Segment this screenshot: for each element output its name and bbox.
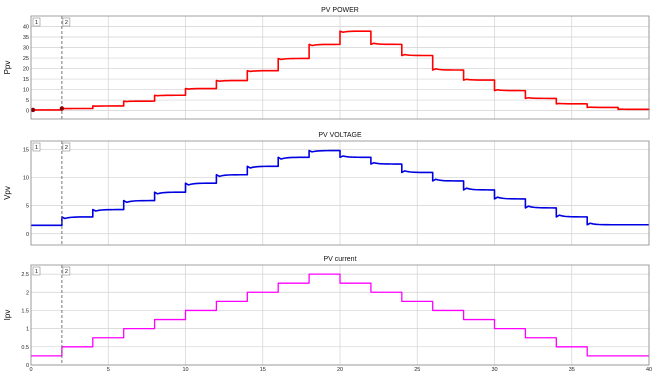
cursor-label-box[interactable] bbox=[32, 17, 41, 27]
y-tick-label: 20 bbox=[23, 67, 29, 73]
plot-frame bbox=[30, 140, 650, 246]
x-tick-label: 10 bbox=[182, 367, 188, 373]
x-tick-label: 5 bbox=[107, 367, 110, 373]
x-tick-label: 30 bbox=[491, 367, 497, 373]
x-tick-label: 20 bbox=[337, 367, 343, 373]
plot-frame bbox=[30, 15, 650, 120]
y-tick-label: 15 bbox=[23, 77, 29, 83]
y-tick-label: 15 bbox=[23, 147, 29, 153]
y-axis-label: Ipv bbox=[3, 310, 12, 321]
y-axis-label: Ppv bbox=[3, 61, 12, 75]
y-tick-label: 0.5 bbox=[21, 345, 29, 351]
cursor-marker[interactable] bbox=[30, 107, 36, 113]
y-tick-label: 35 bbox=[23, 35, 29, 41]
y-tick-label: 5 bbox=[26, 98, 29, 104]
y-tick-label: 10 bbox=[23, 88, 29, 94]
series-line bbox=[31, 30, 650, 111]
y-tick-label: 2 bbox=[26, 290, 29, 296]
y-tick-label: 1 bbox=[26, 327, 29, 333]
panel-title: PV current bbox=[323, 256, 356, 263]
panel-title: PV VOLTAGE bbox=[318, 132, 362, 139]
series-line bbox=[31, 149, 649, 227]
x-tick-label: 15 bbox=[260, 367, 266, 373]
cursor-marker[interactable] bbox=[59, 106, 65, 111]
panel-2: 1 2 0 5 10 15 PV VOLTAGE Vpv bbox=[3, 132, 650, 246]
cursor-label-1[interactable]: 1 bbox=[35, 145, 38, 151]
y-tick-label: 1.5 bbox=[21, 308, 29, 314]
cursor-label-2[interactable]: 2 bbox=[65, 145, 68, 151]
cursor-label-2[interactable]: 2 bbox=[65, 269, 68, 275]
y-tick-label: 0 bbox=[26, 232, 29, 238]
cursor-label-box[interactable] bbox=[62, 17, 71, 27]
cursor-label-box[interactable] bbox=[32, 142, 41, 152]
x-tick-label: 40 bbox=[646, 367, 652, 373]
y-tick-label: 10 bbox=[23, 176, 29, 182]
plot-frame bbox=[30, 264, 650, 366]
panel-title: PV POWER bbox=[321, 7, 359, 14]
cursor-label-box[interactable] bbox=[62, 266, 71, 276]
y-tick-label: 30 bbox=[23, 46, 29, 52]
cursor-label-box[interactable] bbox=[32, 266, 41, 276]
cursor-label-1[interactable]: 1 bbox=[35, 20, 38, 26]
cursor-label-1[interactable]: 1 bbox=[35, 269, 38, 275]
cursor-label-2[interactable]: 2 bbox=[65, 20, 68, 26]
series-line bbox=[31, 273, 649, 357]
cursor-label-box[interactable] bbox=[62, 142, 71, 152]
panel-3: 1 2 0 0.5 1 1.5 2 2.5 PV current Ipv bbox=[3, 256, 650, 369]
x-tick-label: 35 bbox=[569, 367, 575, 373]
x-tick-label: 0 bbox=[29, 367, 32, 373]
y-tick-label: 5 bbox=[26, 204, 29, 210]
x-tick-label: 25 bbox=[414, 367, 420, 373]
y-tick-label: 2.5 bbox=[21, 272, 29, 278]
y-tick-label: 40 bbox=[23, 25, 29, 31]
y-tick-label: 25 bbox=[23, 56, 29, 62]
y-axis-label: Vpv bbox=[3, 186, 12, 200]
y-tick-label: 0 bbox=[26, 363, 29, 369]
y-tick-label: 0 bbox=[26, 109, 29, 115]
